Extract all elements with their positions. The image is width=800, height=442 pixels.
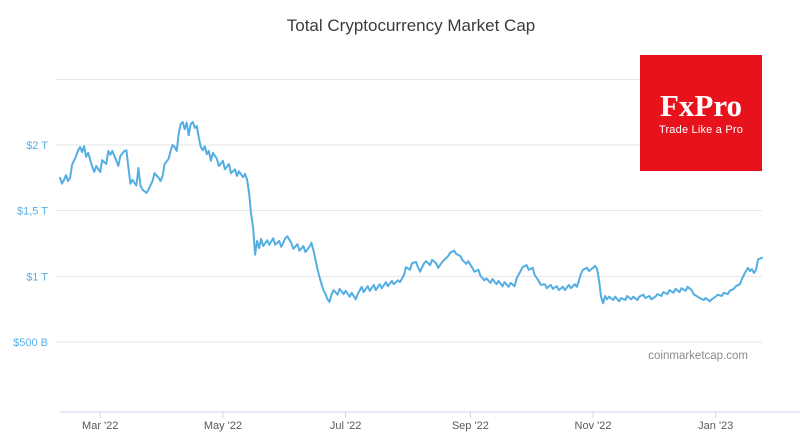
- x-axis-label: Sep '22: [452, 420, 489, 432]
- chart-title: Total Cryptocurrency Market Cap: [286, 16, 536, 35]
- x-axis-label: Jan '23: [698, 420, 733, 432]
- y-axis-label: $2 T: [26, 140, 48, 152]
- x-axis-label: Jul '22: [330, 420, 361, 432]
- y-axis-label: $1 T: [26, 271, 48, 283]
- x-axis-label: May '22: [204, 420, 242, 432]
- fxpro-logo-text: FxPro: [659, 87, 743, 123]
- x-axis-label: Mar '22: [82, 420, 118, 432]
- market-cap-line: [59, 121, 763, 305]
- y-axis-label: $1,5 T: [17, 206, 48, 218]
- fxpro-logo: FxPro Trade Like a Pro: [640, 55, 762, 171]
- y-axis-label: $500 B: [13, 337, 48, 349]
- fxpro-logo-tagline: Trade Like a Pro: [658, 124, 744, 137]
- x-axis-label: Nov '22: [575, 420, 612, 432]
- attribution-text: coinmarketcap.com: [648, 350, 748, 362]
